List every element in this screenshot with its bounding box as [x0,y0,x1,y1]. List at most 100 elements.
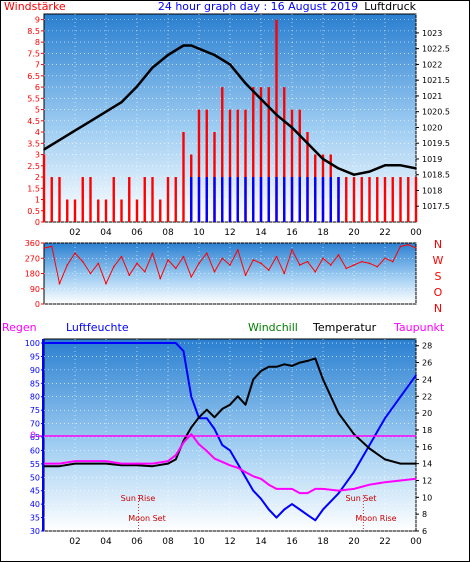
data-point [205,408,208,411]
data-point [221,257,224,260]
data-point [182,350,185,352]
data-point [399,462,402,465]
data-point [360,260,363,263]
data-point [105,460,107,462]
y2-tick-label: 1018 [422,186,442,195]
data-point [244,471,247,473]
data-point [182,44,185,47]
data-point [74,129,76,132]
data-point [283,363,286,366]
x-tick-label: 22 [379,228,390,238]
y-tick-label: 30 [30,527,40,536]
x-tick-label: 18 [317,228,329,238]
y-tick-label: 60 [30,446,40,455]
data-point [190,276,193,278]
y2-tick-label: 1021 [422,92,442,101]
data-point [58,465,61,467]
y2-tick-label: 14 [422,460,432,469]
y2-tick-label: 1021.5 [422,76,450,85]
data-point [314,271,317,273]
data-point [198,443,200,446]
data-point [89,460,92,462]
y-tick-label: 85 [30,379,40,388]
data-point [136,462,138,465]
data-point [50,245,53,248]
data-point [190,395,193,398]
wind-direction-panel: 0 90 180 270 360 [25,239,417,309]
data-point [244,274,247,276]
direction-label-n-top: N [434,238,442,251]
data-point [167,54,169,56]
data-point [66,264,69,266]
data-point [353,488,355,490]
data-point [384,417,386,420]
y2-tick-label: 12 [422,476,432,485]
data-point [136,342,138,344]
data-point [221,444,224,446]
y-tick-label: 40 [30,500,40,509]
data-point [298,508,301,511]
data-point [298,264,301,266]
data-point [267,365,270,368]
data-point [151,66,154,69]
data-point [275,255,278,258]
data-point [368,483,371,486]
x-tick-label: 04 [100,228,112,238]
data-point [260,497,262,500]
data-point [407,243,410,246]
y-tick-label: 65 [30,433,40,442]
data-point [252,259,255,261]
x-tick-label: 00 [410,537,422,547]
data-point [384,257,386,260]
data-point [151,465,154,467]
data-point [89,462,92,465]
y-tick-label: 2 [35,173,40,182]
data-point [275,488,278,490]
data-point [260,370,262,372]
y2-tick-label: 24 [422,375,432,384]
data-point [306,492,309,494]
y-tick-label: 70 [30,420,40,429]
data-point [105,282,107,285]
data-point [236,248,239,251]
data-point [143,271,146,273]
y-tick-label: 35 [30,514,40,523]
data-point [244,82,247,85]
data-point [182,441,185,444]
data-point [105,110,107,113]
y-tick-label: 180 [25,270,40,279]
humidity-label: Luftfeuchte [66,321,129,334]
x-tick-label: 06 [131,228,143,238]
y-tick-label: 9 [35,16,40,25]
y-tick-label: 80 [30,393,40,402]
y2-tick-label: 6 [422,527,427,536]
wind-pressure-panel: 02 04 06 08 10 12 14 16 18 20 22 0000.511.522.533.5… [27,13,450,238]
y-tick-label: 100 [25,339,40,348]
data-point [368,262,371,265]
x-tick-label: 06 [131,537,143,547]
data-point [190,44,193,47]
data-point [120,255,123,258]
x-tick-label: 20 [348,537,360,547]
data-point [353,471,355,473]
data-point [376,265,379,268]
data-point [291,488,293,490]
data-point [283,488,286,490]
y-tick-label: 4.5 [27,117,40,126]
data-point [337,489,340,492]
data-point [252,378,255,381]
data-point [291,503,293,505]
data-point [136,464,138,467]
data-point [275,516,278,519]
data-point [399,395,402,398]
x-tick-label: 22 [379,537,390,547]
data-point [314,488,317,490]
data-point [120,342,123,344]
y-tick-label: 2.5 [27,162,40,171]
data-point [229,403,231,406]
data-point [205,252,208,254]
data-point [298,361,301,364]
data-point [229,464,231,467]
data-point [74,462,76,465]
